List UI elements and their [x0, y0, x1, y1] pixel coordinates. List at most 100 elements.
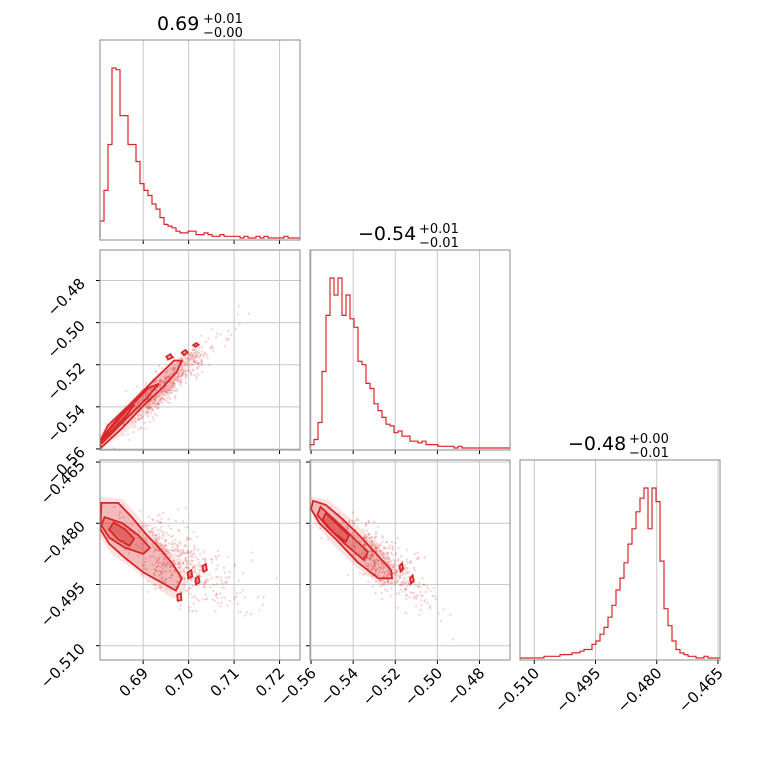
sample-point [399, 583, 402, 587]
sample-point [223, 587, 226, 590]
sample-point [223, 571, 226, 574]
sample-point [177, 529, 181, 533]
sample-point [379, 585, 382, 588]
sample-point [375, 531, 378, 534]
sample-point [189, 372, 192, 375]
sample-point [373, 520, 376, 523]
sample-point [161, 397, 164, 400]
sample-point [385, 554, 389, 558]
sample-point [220, 601, 223, 604]
title-p1-upper: +0.01 [419, 222, 459, 237]
sample-point [153, 550, 156, 553]
sample-point [186, 566, 189, 569]
sample-point [380, 553, 383, 556]
sample-point [225, 581, 228, 584]
sample-point [177, 528, 180, 531]
sample-point [163, 379, 167, 382]
sample-point [122, 422, 125, 425]
sample-point [163, 562, 166, 565]
sample-point [415, 557, 418, 560]
sample-point [147, 590, 150, 593]
sample-point [219, 576, 222, 579]
sample-point [165, 391, 168, 394]
sample-point [384, 556, 387, 559]
sample-point [159, 573, 163, 576]
sample-point [236, 313, 239, 316]
sample-point [192, 368, 195, 371]
sample-point [162, 580, 165, 583]
sample-point [420, 594, 423, 597]
sample-point [193, 595, 197, 598]
sample-point [223, 581, 226, 584]
sample-point [351, 511, 354, 514]
tick-label-p0: 0.71 [207, 664, 243, 700]
sample-point [381, 540, 384, 544]
sample-point [233, 595, 236, 599]
sample-point [144, 557, 147, 560]
sample-point [165, 587, 168, 590]
sample-point [150, 400, 153, 403]
panel-p2_vs_p1: −0.56−0.54−0.52−0.50−0.48 [275, 459, 511, 709]
sample-point [367, 557, 370, 560]
sample-point [374, 546, 377, 549]
sample-point [195, 348, 198, 351]
sample-point [406, 580, 409, 583]
sample-point [156, 557, 160, 560]
sample-point [406, 566, 409, 570]
sample-point [373, 539, 376, 543]
sample-point [159, 383, 162, 386]
sample-point [388, 544, 391, 547]
sample-point [145, 404, 148, 407]
sample-point [167, 542, 171, 545]
sample-point [258, 609, 261, 612]
sample-point [250, 551, 253, 554]
sample-point [216, 549, 220, 553]
sample-point [370, 550, 373, 553]
sample-point [188, 587, 191, 590]
sample-point [211, 598, 214, 601]
sample-point [214, 336, 218, 339]
sample-point [185, 566, 188, 570]
sample-point [137, 428, 140, 431]
sample-point [166, 552, 169, 556]
sample-point [164, 377, 167, 381]
sample-point [185, 545, 188, 548]
sample-point [400, 581, 403, 584]
sample-point [379, 566, 383, 569]
sample-point [186, 589, 189, 592]
sample-point [399, 574, 402, 577]
sample-point [167, 524, 170, 527]
sample-point [405, 558, 408, 561]
sample-point [168, 569, 171, 572]
sample-point [235, 595, 238, 598]
sample-point [147, 580, 150, 583]
sample-point [160, 544, 164, 547]
sample-point [172, 371, 175, 374]
tick-label-p2: −0.510 [491, 664, 543, 716]
sample-point [153, 402, 157, 405]
sample-point [275, 577, 278, 580]
sample-point [143, 421, 146, 424]
sample-point [389, 559, 393, 563]
sample-point [160, 517, 163, 520]
sample-point [190, 374, 193, 377]
sample-point [159, 545, 162, 548]
sample-point [395, 592, 398, 595]
sample-point [215, 556, 218, 559]
sample-point [162, 566, 165, 570]
sample-point [416, 551, 419, 554]
sample-point [368, 557, 372, 561]
sample-point [385, 557, 388, 560]
sample-point [159, 397, 162, 400]
sample-point [367, 532, 370, 536]
sample-point [406, 585, 409, 588]
sample-point [370, 559, 373, 562]
sample-point [159, 528, 162, 531]
sample-point [181, 367, 184, 370]
sample-point [197, 362, 200, 365]
sample-point [228, 599, 231, 603]
sample-point [384, 588, 387, 591]
sample-point [160, 553, 164, 556]
sample-point [371, 543, 374, 546]
sample-point [404, 588, 408, 592]
